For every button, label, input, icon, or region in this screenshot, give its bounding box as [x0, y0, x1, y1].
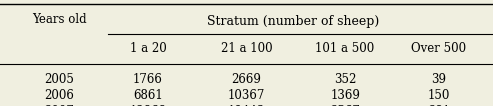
Text: 150: 150 — [427, 89, 450, 102]
Text: 12868: 12868 — [129, 105, 167, 106]
Text: 1 a 20: 1 a 20 — [130, 42, 166, 55]
Text: 2007: 2007 — [44, 105, 74, 106]
Text: 1369: 1369 — [330, 89, 360, 102]
Text: 101 a 500: 101 a 500 — [316, 42, 375, 55]
Text: 39: 39 — [431, 73, 446, 86]
Text: 2669: 2669 — [232, 73, 261, 86]
Text: Over 500: Over 500 — [411, 42, 466, 55]
Text: Years old: Years old — [32, 13, 86, 26]
Text: 19443: 19443 — [228, 105, 265, 106]
Text: Stratum (number of sheep): Stratum (number of sheep) — [207, 15, 380, 28]
Text: 2006: 2006 — [44, 89, 74, 102]
Text: 21 a 100: 21 a 100 — [221, 42, 272, 55]
Text: 352: 352 — [334, 73, 356, 86]
Text: 6861: 6861 — [133, 89, 163, 102]
Text: 281: 281 — [428, 105, 450, 106]
Text: 2567: 2567 — [330, 105, 360, 106]
Text: 10367: 10367 — [228, 89, 265, 102]
Text: 1766: 1766 — [133, 73, 163, 86]
Text: 2005: 2005 — [44, 73, 74, 86]
